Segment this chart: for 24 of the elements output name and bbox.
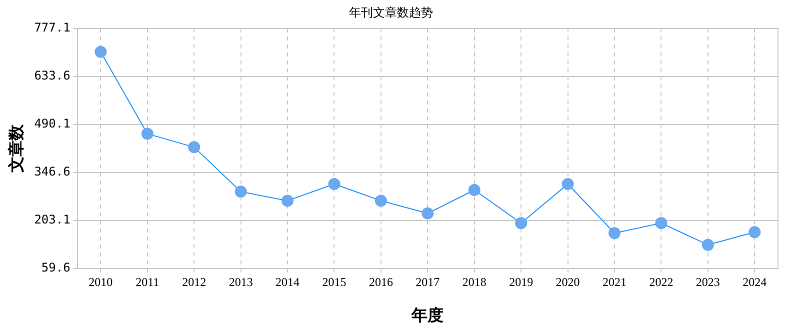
x-tick-label: 2021 <box>602 274 627 289</box>
x-tick-label: 2024 <box>742 274 767 289</box>
x-tick-label: 2014 <box>276 274 300 289</box>
x-tick-label: 2020 <box>556 274 580 289</box>
x-tick-label: 2017 <box>416 274 440 289</box>
x-tick-label: 2012 <box>182 274 206 289</box>
x-tick-label: 2022 <box>649 274 674 289</box>
x-tick-label: 2010 <box>88 274 113 289</box>
x-tick-label: 2018 <box>462 274 486 289</box>
x-axis-title: 年度 <box>410 306 444 325</box>
y-tick-label: 490.1 <box>34 116 70 131</box>
y-tick-label: 777.1 <box>34 20 70 35</box>
x-tick-label: 2013 <box>228 274 253 289</box>
chart-title: 年刊文章数趋势 <box>349 5 433 20</box>
y-axis-title: 文章数 <box>8 123 26 174</box>
x-tick-label: 2015 <box>322 274 346 289</box>
x-tick-label: 2023 <box>696 274 720 289</box>
y-tick-label: 346.6 <box>34 164 70 179</box>
x-tick-label: 2016 <box>368 274 393 289</box>
x-tick-label: 2019 <box>509 274 534 289</box>
y-tick-label: 633.6 <box>34 68 70 83</box>
y-tick-label: 203.1 <box>34 212 70 227</box>
x-tick-label: 2011 <box>136 274 160 289</box>
y-tick-label: 59.6 <box>41 260 70 275</box>
